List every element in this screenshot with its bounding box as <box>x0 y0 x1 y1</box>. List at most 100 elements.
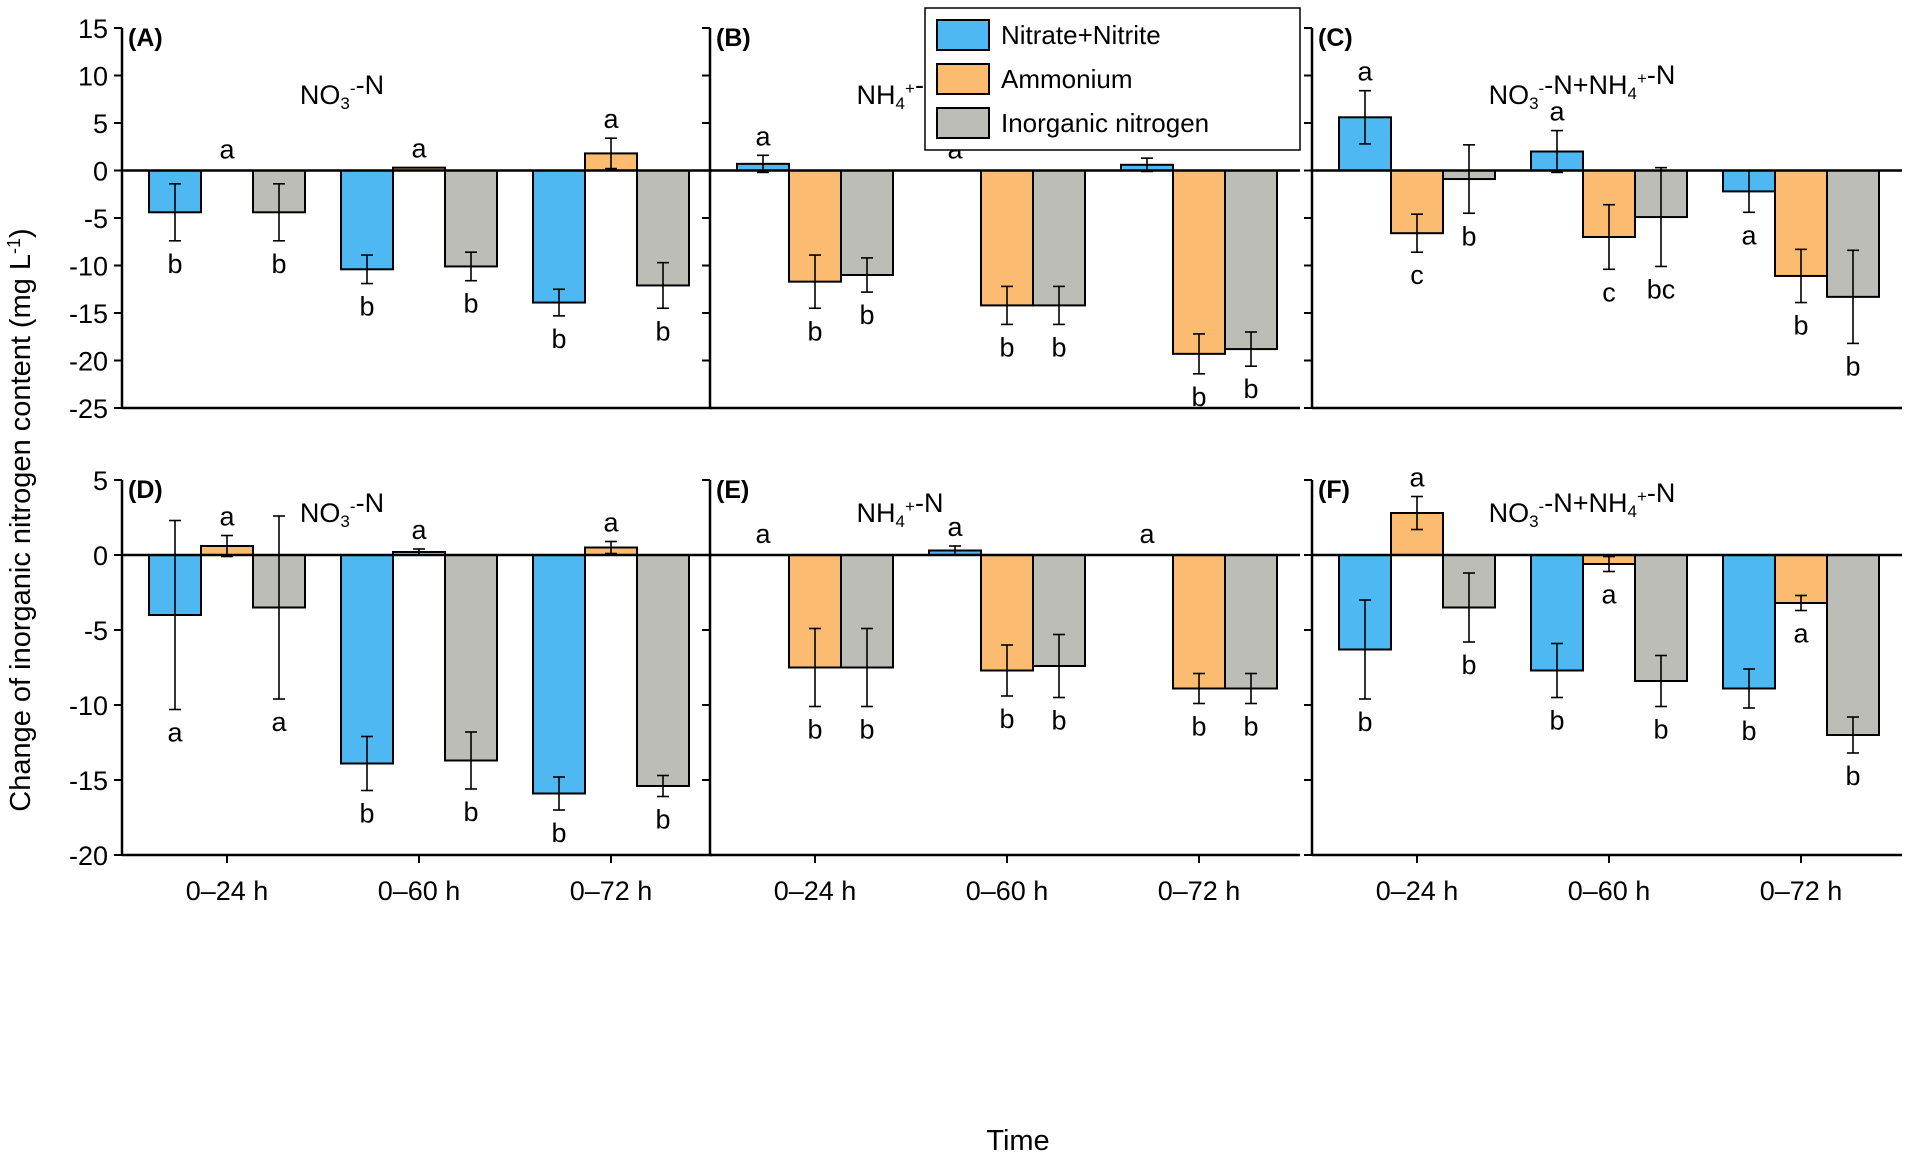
significance-letter: a <box>219 502 235 532</box>
significance-letter: a <box>1793 619 1809 649</box>
panel-title: NO3--N+NH4+-N <box>1489 60 1676 113</box>
y-axis-label-main: Change of inorganic nitrogen content (mg… <box>5 254 37 812</box>
significance-letter: b <box>1653 715 1668 745</box>
significance-letter: b <box>1461 221 1476 251</box>
significance-letter: b <box>271 249 286 279</box>
panel-title: NH4+-N <box>857 488 944 531</box>
legend-swatch <box>936 19 990 51</box>
significance-letter: b <box>1051 706 1066 736</box>
significance-letter: b <box>807 316 822 346</box>
significance-letter: c <box>1410 260 1424 290</box>
y-tick-label: -15 <box>69 766 108 796</box>
significance-letter: a <box>603 104 619 134</box>
significance-letter: a <box>1549 97 1565 127</box>
panel-f: (F) NO3--N+NH4+-N b b b a a a b b b 0–24 h 0–60 h 0–7… <box>1304 463 1902 906</box>
panel-label: (D) <box>128 476 163 504</box>
y-tick-label: 15 <box>78 14 108 44</box>
y-axis-label-close: ) <box>5 228 37 238</box>
significance-letter: b <box>1461 650 1476 680</box>
bar <box>1032 169 1086 307</box>
y-tick-label: 0 <box>93 157 108 187</box>
significance-letter: b <box>1243 374 1258 404</box>
x-tick-label: 0–72 h <box>1760 876 1843 906</box>
panel-d: 5 0 -5 -10 -15 -20 (D) NO3--N a b b a a a a b b 0–24 h 0–6… <box>69 466 712 906</box>
significance-letter: b <box>1191 382 1206 412</box>
significance-letter: bc <box>1647 274 1676 304</box>
y-tick-label: -5 <box>84 616 108 646</box>
y-tick-label: -20 <box>69 347 108 377</box>
bar <box>532 554 586 795</box>
y-axis-label-sup: -1 <box>4 238 24 254</box>
bar <box>1224 169 1278 351</box>
significance-letter: b <box>999 332 1014 362</box>
significance-letter: a <box>1139 519 1155 549</box>
legend-label: Inorganic nitrogen <box>1001 108 1209 138</box>
significance-letter: b <box>167 249 182 279</box>
panel-label: (E) <box>716 476 749 504</box>
significance-letter: a <box>1741 220 1757 250</box>
y-tick-label: -10 <box>69 252 108 282</box>
significance-letter: b <box>1845 761 1860 791</box>
bar <box>1224 554 1278 690</box>
legend-label: Ammonium <box>1001 64 1132 94</box>
significance-letter: a <box>411 134 427 164</box>
significance-letter: b <box>807 715 822 745</box>
legend: Nitrate+Nitrite Ammonium Inorganic nitroge… <box>924 7 1301 151</box>
significance-letter: a <box>1357 57 1373 87</box>
y-tick-label: 0 <box>93 541 108 571</box>
x-tick-label: 0–60 h <box>966 876 1049 906</box>
bar <box>532 169 586 304</box>
x-tick-label: 0–72 h <box>1158 876 1241 906</box>
significance-letter: b <box>551 324 566 354</box>
x-tick-label: 0–72 h <box>570 876 653 906</box>
bar <box>636 554 690 787</box>
significance-letter: b <box>1191 712 1206 742</box>
y-tick-label: -15 <box>69 299 108 329</box>
significance-letter: b <box>551 818 566 848</box>
significance-letter: b <box>359 292 374 322</box>
bar <box>340 554 394 765</box>
significance-letter: b <box>1051 332 1066 362</box>
y-tick-label: -25 <box>69 394 108 424</box>
bar <box>1172 169 1226 355</box>
bar <box>1826 554 1880 736</box>
legend-label: Nitrate+Nitrite <box>1001 20 1161 50</box>
significance-letter: a <box>411 515 427 545</box>
panel-a: 15 10 5 0 -5 -10 -15 -20 -25 (A) NO3--N b b b a a a b b b <box>69 14 712 424</box>
bar <box>980 169 1034 307</box>
significance-letter: b <box>1243 712 1258 742</box>
x-tick-label: 0–24 h <box>1376 876 1459 906</box>
significance-letter: c <box>1602 277 1616 307</box>
significance-letter: b <box>1741 716 1756 746</box>
significance-letter: b <box>1845 351 1860 381</box>
y-tick-label: 10 <box>78 62 108 92</box>
x-tick-label: 0–60 h <box>378 876 461 906</box>
panel-label: (F) <box>1318 476 1350 504</box>
y-tick-label: -10 <box>69 691 108 721</box>
bar <box>444 169 498 268</box>
x-axis-label: Time <box>986 1125 1049 1157</box>
significance-letter: a <box>271 707 287 737</box>
y-tick-label: -5 <box>84 204 108 234</box>
x-tick-label: 0–60 h <box>1568 876 1651 906</box>
panel-title: NO3--N <box>300 488 384 531</box>
significance-letter: b <box>999 704 1014 734</box>
significance-letter: b <box>463 797 478 827</box>
panel-label: (A) <box>128 24 163 52</box>
y-tick-label: 5 <box>93 109 108 139</box>
significance-letter: a <box>219 135 235 165</box>
x-tick-label: 0–24 h <box>186 876 269 906</box>
y-axis-label: Change of inorganic nitrogen content (mg… <box>4 228 37 811</box>
significance-letter: b <box>1549 706 1564 736</box>
significance-letter: b <box>359 799 374 829</box>
bar <box>444 554 498 762</box>
y-tick-label: -20 <box>69 841 108 871</box>
significance-letter: b <box>1793 311 1808 341</box>
panel-e: (E)NH4+-Na a ab b bb b b0–24 h 0–60 h 0–72 h <box>702 476 1300 906</box>
significance-letter: a <box>603 508 619 538</box>
bar <box>1172 554 1226 690</box>
legend-swatch <box>936 107 990 139</box>
panel-title: NO3--N+NH4+-N <box>1489 478 1676 531</box>
y-tick-label: 5 <box>93 466 108 496</box>
